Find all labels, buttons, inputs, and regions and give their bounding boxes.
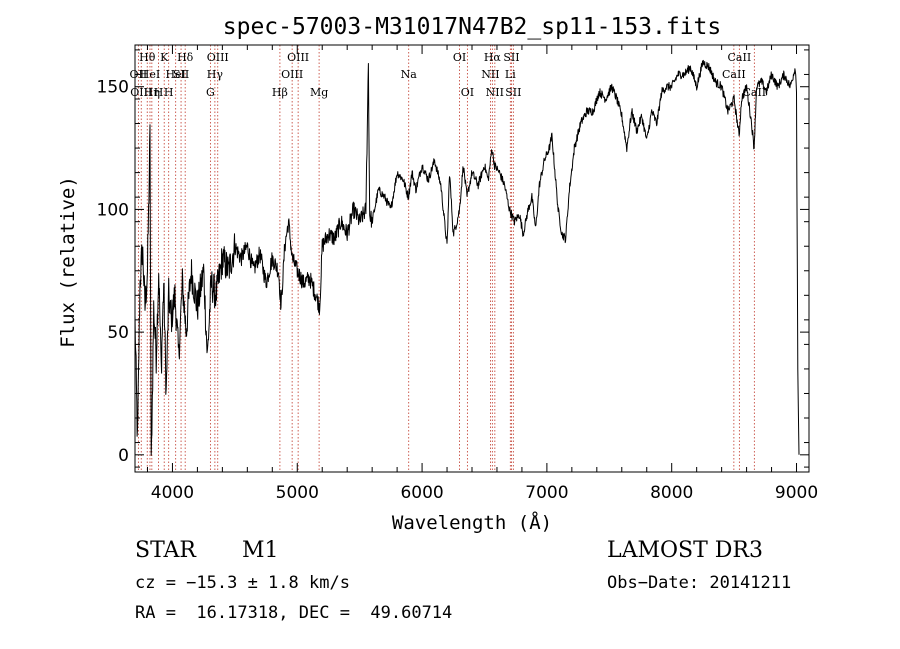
line-label: Hη bbox=[144, 86, 160, 99]
line-label: Hα bbox=[484, 51, 502, 64]
line-label: SII bbox=[173, 68, 189, 81]
x-axis-label: Wavelength (Å) bbox=[392, 511, 552, 534]
line-label: CaII bbox=[742, 86, 766, 99]
line-label: Hγ bbox=[207, 68, 224, 81]
line-label: H bbox=[154, 86, 164, 99]
line-label: HeI bbox=[140, 68, 160, 81]
chart-title: spec-57003-M31017N47B2_sp11-153.fits bbox=[223, 14, 722, 40]
y-tick-labels: 0 50 100 150 bbox=[97, 78, 129, 466]
object-subclass: M1 bbox=[242, 538, 279, 563]
emission-line-labels: OIIOIIIHθHeIHηHKHHeISIIHδGHγOIIIHβOIIIOI… bbox=[130, 51, 767, 99]
line-label: OIII bbox=[207, 51, 229, 64]
observation-date: Obs−Date: 20141211 bbox=[607, 573, 792, 593]
line-label: NII bbox=[481, 68, 499, 81]
line-label: K bbox=[160, 51, 169, 64]
line-label: Li bbox=[505, 68, 516, 81]
x-tick-label: 9000 bbox=[775, 483, 818, 503]
survey-name: LAMOST DR3 bbox=[607, 538, 763, 563]
line-label: Na bbox=[401, 68, 418, 81]
y-tick-label: 50 bbox=[107, 323, 129, 343]
x-tick-label: 8000 bbox=[650, 483, 693, 503]
line-label: OIII bbox=[130, 86, 152, 99]
line-label: Hδ bbox=[177, 51, 194, 64]
line-label: Hθ bbox=[139, 51, 156, 64]
coordinates: RA = 16.17318, DEC = 49.60714 bbox=[135, 603, 453, 623]
x-tick-label: 5000 bbox=[276, 483, 319, 503]
x-tick-label: 4000 bbox=[151, 483, 194, 503]
line-label: Hβ bbox=[272, 86, 288, 99]
axis-ticks bbox=[135, 45, 809, 472]
line-label: Mg bbox=[310, 86, 328, 99]
flux-line bbox=[134, 59, 800, 456]
object-class: STAR bbox=[135, 538, 196, 563]
x-tick-label: 7000 bbox=[525, 483, 568, 503]
line-label: SII bbox=[505, 86, 521, 99]
y-tick-label: 100 bbox=[97, 200, 129, 220]
line-label: SII bbox=[503, 51, 519, 64]
line-label: OIII bbox=[281, 68, 303, 81]
line-label: H bbox=[164, 86, 174, 99]
line-label: HeI bbox=[165, 68, 185, 81]
x-tick-label: 6000 bbox=[400, 483, 443, 503]
line-label: OI bbox=[461, 86, 474, 99]
line-label: OI bbox=[453, 51, 466, 64]
line-label: CaII bbox=[722, 68, 746, 81]
line-label: OIII bbox=[287, 51, 309, 64]
plot-frame bbox=[134, 44, 810, 473]
line-label: G bbox=[206, 86, 215, 99]
line-label: CaII bbox=[728, 51, 752, 64]
y-tick-label: 0 bbox=[118, 446, 129, 466]
y-tick-label: 150 bbox=[97, 78, 129, 98]
flux-series bbox=[134, 59, 800, 456]
redshift-velocity: cz = −15.3 ± 1.8 km/s bbox=[135, 573, 350, 593]
y-axis-label: Flux (relative) bbox=[57, 176, 79, 348]
x-tick-labels: 4000 5000 6000 7000 8000 9000 bbox=[151, 483, 818, 503]
line-label: NII bbox=[486, 86, 504, 99]
